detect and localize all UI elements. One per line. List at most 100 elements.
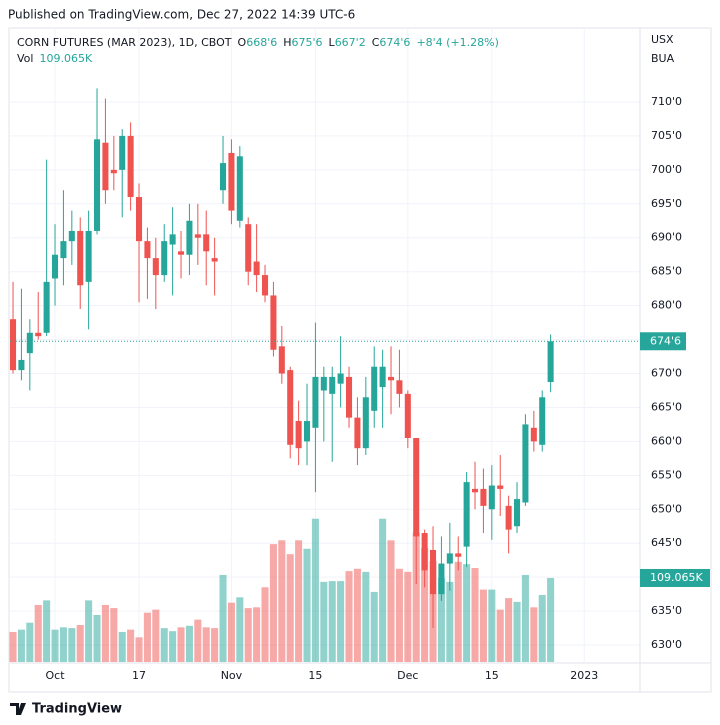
volume-bar [505,598,513,662]
candle-body [245,224,252,272]
candle-body [438,563,445,595]
candle-body [169,234,176,245]
volume-bar [353,568,361,662]
candle-body [530,427,537,442]
candle-body [455,553,462,557]
volume-bar [253,607,261,662]
footer: TradingView [10,702,122,717]
volume-bar [337,581,345,662]
volume-bar [169,631,177,662]
volume-bar [160,628,168,662]
volume-bar [488,589,496,662]
volume-bar [236,597,244,662]
ohlc-value: 675'6 [292,36,323,49]
volume-bar [135,637,143,662]
candle-body [337,373,344,384]
volume-bar [101,604,109,662]
volume-bar [446,581,454,662]
candle-body [253,261,260,276]
candle-body [539,397,546,445]
volume-bar [51,629,59,662]
volume-bar [286,554,294,662]
candle-body [446,553,453,564]
candle-body [194,234,201,238]
candle-body [10,319,17,371]
volume-bar [479,589,487,662]
candle-body [497,485,504,489]
candle-body [127,135,134,198]
volume-bar [202,627,210,662]
candle-body [388,376,395,381]
candle-body [94,139,101,231]
y-tick-label: 705'0 [651,129,682,142]
candle-body [110,169,117,174]
y-tick-label: 680'0 [651,299,682,312]
volume-legend: Vol 109.065K [17,52,93,65]
volume-bar [303,548,311,662]
volume-bar [43,600,51,662]
volume-bar [320,581,328,662]
chart-frame [8,27,712,693]
volume-bar [85,600,93,662]
volume-bar [26,622,34,662]
candle-body [18,359,25,371]
volume-bar [370,591,378,662]
y-tick-label: 630'0 [651,638,682,651]
candle-body [413,437,420,537]
candle-body [136,197,143,242]
volume-bar [219,574,227,662]
volume-bar [328,581,336,662]
volume-bar [395,568,403,662]
volume-bar [118,631,126,662]
candle-body [85,230,92,282]
candle-body [228,152,235,211]
volume-bar [496,609,504,662]
volume-bar [530,607,538,662]
candle-body [505,505,512,530]
candle-body [186,220,193,255]
symbol-legend: CORN FUTURES (MAR 2023), 1D, CBOT O668'6 H… [17,36,499,49]
x-tick-label: Oct [46,669,66,682]
last-price-tag [640,332,686,351]
candle-body [354,417,361,449]
x-tick-label: 15 [308,669,322,682]
y-tick-label: 660'0 [651,434,682,447]
ohlc-value: 668'6 [246,36,277,49]
volume-bar [211,628,219,662]
candle-body [35,332,42,337]
volume-bar [362,571,370,662]
volume-bar [269,544,277,662]
volume-bar [194,619,202,662]
volume-bar [538,594,546,662]
candle-body [152,258,159,276]
footer-logo [10,703,26,715]
volume-bar [345,571,353,662]
volume-bar [76,625,84,662]
candle-body [52,254,59,279]
candle-body [295,421,302,449]
volume-bar [17,629,25,662]
y-tick-label: 645'0 [651,536,682,549]
volume-bar [454,561,462,662]
x-tick-label: 2023 [570,669,598,682]
volume-bar [244,608,252,662]
candle-body [236,156,243,221]
candle-body [404,393,411,438]
volume-bar [513,601,521,662]
volume-bar [152,609,160,662]
volume-bar [261,587,269,662]
candle-body [262,275,269,296]
y-tick-label: 655'0 [651,468,682,481]
candle-body [362,397,369,449]
candle-body [480,488,487,506]
candle-body [379,366,386,388]
candle-body [161,241,168,276]
candle-body [178,251,185,255]
y-tick-label: 665'0 [651,400,682,413]
candle-body [60,241,67,259]
candle-body [312,376,319,428]
candle-body [43,281,50,333]
currency: USX [651,33,674,46]
candle-body [547,341,554,382]
